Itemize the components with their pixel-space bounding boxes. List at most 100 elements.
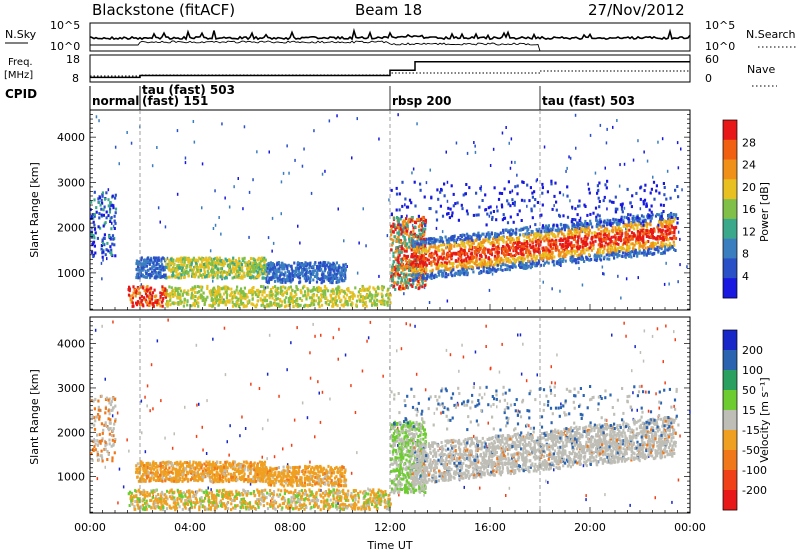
heatmap-cell xyxy=(398,244,401,248)
heatmap-cell xyxy=(509,240,512,244)
heatmap-cell xyxy=(257,258,260,262)
heatmap-cell xyxy=(470,252,474,256)
heatmap-cell xyxy=(513,254,516,258)
heatmap-cell xyxy=(176,291,180,295)
heatmap-cell xyxy=(206,287,209,290)
heatmap-cell xyxy=(177,276,180,280)
heatmap-cell xyxy=(557,227,560,231)
heatmap-cell xyxy=(196,285,199,288)
heatmap-cell xyxy=(217,260,220,264)
heatmap-cell xyxy=(486,260,490,264)
heatmap-cell xyxy=(291,289,294,293)
heatmap-cell xyxy=(297,269,300,273)
heatmap-cell xyxy=(160,300,164,304)
heatmap-cell xyxy=(424,260,427,264)
heatmap-cell xyxy=(509,254,512,258)
heatmap-cell xyxy=(567,251,570,255)
heatmap-cell xyxy=(418,236,421,240)
heatmap-cell xyxy=(449,247,452,250)
heatmap-cell xyxy=(526,226,529,230)
heatmap-cell xyxy=(264,266,267,270)
heatmap-cell xyxy=(289,295,292,299)
heatmap-cell xyxy=(581,245,584,249)
heatmap-cell xyxy=(423,246,426,249)
heatmap-cell xyxy=(103,233,106,237)
heatmap-cell xyxy=(661,242,664,246)
heatmap-cell xyxy=(141,273,144,277)
heatmap-cell xyxy=(665,232,668,236)
heatmap-cell xyxy=(580,237,583,241)
heatmap-cell xyxy=(343,239,345,243)
heatmap-cell xyxy=(176,129,179,133)
heatmap-cell xyxy=(418,268,421,272)
heatmap-cell xyxy=(302,294,305,298)
heatmap-cell xyxy=(621,246,624,250)
heatmap-cell xyxy=(172,288,175,292)
heatmap-cell xyxy=(603,238,606,242)
heatmap-cell xyxy=(521,228,524,231)
heatmap-cell xyxy=(443,261,446,265)
heatmap-cell xyxy=(620,234,623,238)
heatmap-cell xyxy=(221,277,223,281)
heatmap-cell xyxy=(151,265,154,269)
heatmap-cell xyxy=(197,256,200,260)
heatmap-cell xyxy=(416,273,419,277)
heatmap-cell xyxy=(158,275,161,278)
heatmap-cell xyxy=(304,271,307,275)
heatmap-cell xyxy=(642,225,645,229)
heatmap-cell xyxy=(535,247,538,251)
heatmap-cell xyxy=(573,228,576,232)
heatmap-cell xyxy=(256,295,259,298)
heatmap-cell xyxy=(583,260,586,263)
heatmap-cell xyxy=(600,254,603,258)
heatmap-cell xyxy=(249,290,252,294)
heatmap-cell xyxy=(397,221,401,225)
heatmap-cell xyxy=(253,264,256,268)
heatmap-cell xyxy=(101,201,104,205)
heatmap-cell xyxy=(154,256,158,260)
heatmap-cell xyxy=(445,267,448,271)
heatmap-cell xyxy=(100,207,103,211)
heatmap-cell xyxy=(309,264,312,268)
heatmap-cell xyxy=(279,280,282,284)
heatmap-cell xyxy=(418,286,421,290)
heatmap-cell xyxy=(93,198,96,202)
heatmap-cell xyxy=(242,301,245,305)
heatmap-cell xyxy=(588,246,591,250)
heatmap-cell xyxy=(578,257,581,260)
heatmap-cell xyxy=(623,206,626,210)
heatmap-cell xyxy=(113,214,116,218)
heatmap-cell xyxy=(542,246,545,250)
heatmap-cell xyxy=(179,266,182,270)
heatmap-cell xyxy=(421,232,424,236)
heatmap-cell xyxy=(593,254,596,258)
heatmap-cell xyxy=(555,246,558,250)
heatmap-cell xyxy=(496,250,499,254)
heatmap-cell xyxy=(414,250,417,254)
heatmap-cell xyxy=(537,260,541,264)
heatmap-cell xyxy=(172,263,175,267)
heatmap-cell xyxy=(657,226,660,230)
heatmap-cell xyxy=(225,285,228,289)
heatmap-cell xyxy=(249,276,252,280)
heatmap-cell xyxy=(616,255,619,259)
heatmap-cell xyxy=(410,255,413,259)
heatmap-cell xyxy=(102,248,105,252)
heatmap-cell xyxy=(524,267,527,270)
heatmap-cell xyxy=(633,227,636,231)
heatmap-cell xyxy=(532,255,535,259)
heatmap-cell xyxy=(528,243,531,247)
heatmap-cell xyxy=(465,268,468,272)
heatmap-cell xyxy=(361,285,364,288)
heatmap-cell xyxy=(342,274,346,278)
heatmap-cell xyxy=(94,251,97,255)
heatmap-cell xyxy=(425,249,428,253)
heatmap-cell xyxy=(227,287,230,291)
heatmap-cell xyxy=(579,220,582,224)
heatmap-cell xyxy=(282,272,285,276)
heatmap-cell xyxy=(457,259,460,263)
heatmap-cell xyxy=(458,269,462,273)
heatmap-cell xyxy=(136,268,139,272)
heatmap-cell xyxy=(271,263,274,267)
heatmap-cell xyxy=(393,223,396,227)
